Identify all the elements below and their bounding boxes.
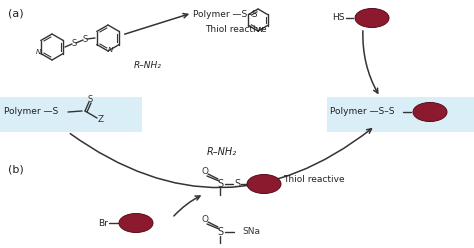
- Ellipse shape: [119, 214, 153, 233]
- Ellipse shape: [247, 175, 281, 193]
- Text: R–NH₂: R–NH₂: [134, 61, 162, 69]
- Text: O: O: [201, 216, 209, 224]
- FancyBboxPatch shape: [0, 97, 142, 132]
- Ellipse shape: [355, 8, 389, 28]
- Text: S: S: [82, 34, 88, 43]
- Text: (a): (a): [8, 8, 24, 18]
- FancyArrowPatch shape: [70, 129, 372, 188]
- Text: Z: Z: [98, 116, 104, 124]
- Text: R–NH₂: R–NH₂: [207, 147, 237, 157]
- Text: Thiol reactive: Thiol reactive: [205, 25, 266, 34]
- Text: S: S: [217, 227, 223, 237]
- Text: N: N: [257, 27, 263, 33]
- Text: S: S: [87, 94, 92, 103]
- Text: S: S: [234, 179, 240, 189]
- Text: HS: HS: [332, 13, 345, 23]
- Text: N: N: [108, 47, 113, 53]
- Text: Thiol reactive: Thiol reactive: [283, 176, 345, 185]
- Ellipse shape: [413, 102, 447, 122]
- Text: Polymer —S–S: Polymer —S–S: [193, 10, 257, 19]
- Text: O: O: [201, 167, 209, 177]
- Text: N: N: [36, 50, 41, 56]
- Text: Polymer —S–S: Polymer —S–S: [330, 107, 394, 117]
- Text: (b): (b): [8, 165, 24, 175]
- Text: SNa: SNa: [242, 227, 260, 237]
- Text: S: S: [217, 179, 223, 189]
- Text: Polymer —S: Polymer —S: [4, 107, 58, 117]
- Text: Br: Br: [98, 218, 108, 227]
- FancyBboxPatch shape: [327, 97, 474, 132]
- Text: S: S: [72, 38, 77, 48]
